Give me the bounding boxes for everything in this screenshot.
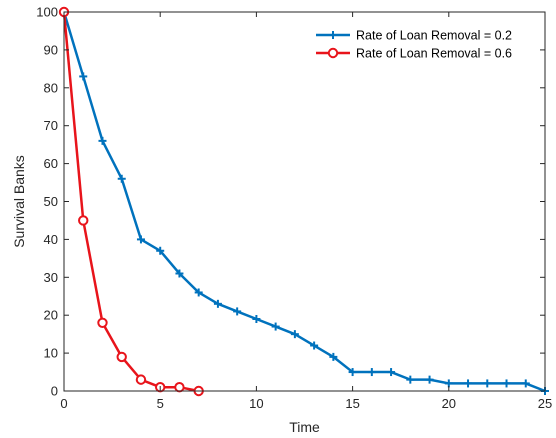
legend-label: Rate of Loan Removal = 0.6 [356, 47, 512, 61]
x-axis-title: Time [289, 419, 320, 435]
data-point [117, 174, 126, 183]
data-point [233, 307, 242, 316]
data-point [271, 322, 280, 331]
data-point [98, 136, 107, 145]
legend: Rate of Loan Removal = 0.2 Rate of Loan R… [316, 29, 512, 61]
legend-marker [329, 31, 337, 39]
data-point [175, 269, 184, 278]
y-tick-label: 60 [44, 156, 58, 171]
data-point [116, 351, 127, 363]
y-axis-title: Survival Banks [11, 155, 27, 248]
data-point [425, 375, 434, 384]
data-point [135, 374, 147, 385]
data-point [79, 72, 88, 81]
data-point [348, 368, 357, 377]
data-point [97, 317, 108, 328]
ticks-layer: 0 5 10 15 20 25 0 10 20 30 40 50 60 70 80 90 100 [36, 5, 552, 412]
data-point [252, 314, 261, 323]
data-point [136, 235, 145, 244]
y-tick-label: 50 [44, 194, 58, 209]
y-tick-label: 80 [44, 80, 58, 95]
y-tick-label: 40 [44, 232, 58, 247]
y-tick-label: 90 [44, 42, 58, 57]
data-point [483, 379, 492, 388]
data-point [406, 375, 415, 384]
series-1 [60, 8, 549, 395]
y-tick-label: 10 [44, 346, 58, 361]
data-point [156, 246, 165, 255]
data-point [174, 382, 185, 393]
x-tick-label: 15 [345, 396, 359, 411]
data-point [502, 379, 511, 388]
legend-label: Rate of Loan Removal = 0.2 [356, 29, 512, 43]
legend-item: Rate of Loan Removal = 0.2 [316, 29, 512, 43]
x-tick-label: 25 [538, 396, 552, 411]
x-tick-label: 5 [157, 396, 164, 411]
x-tick-label: 10 [249, 396, 263, 411]
y-tick-label: 100 [36, 5, 58, 20]
series-layer [58, 6, 549, 397]
y-tick-label: 30 [44, 270, 58, 285]
data-point [213, 299, 222, 308]
data-point [78, 215, 89, 226]
data-point [367, 368, 376, 377]
x-tick-label: 0 [60, 396, 67, 411]
plot-area [64, 12, 545, 391]
data-point [521, 379, 530, 388]
y-tick-label: 70 [44, 118, 58, 133]
data-point [387, 368, 396, 377]
data-point [464, 379, 473, 388]
data-point [329, 352, 338, 361]
y-tick-label: 0 [51, 384, 58, 399]
legend-item: Rate of Loan Removal = 0.6 [316, 47, 512, 61]
data-point [310, 341, 319, 350]
data-point [194, 288, 203, 297]
legend-marker [327, 47, 339, 59]
data-point [290, 330, 299, 339]
y-tick-label: 20 [44, 308, 58, 323]
x-tick-label: 20 [442, 396, 456, 411]
